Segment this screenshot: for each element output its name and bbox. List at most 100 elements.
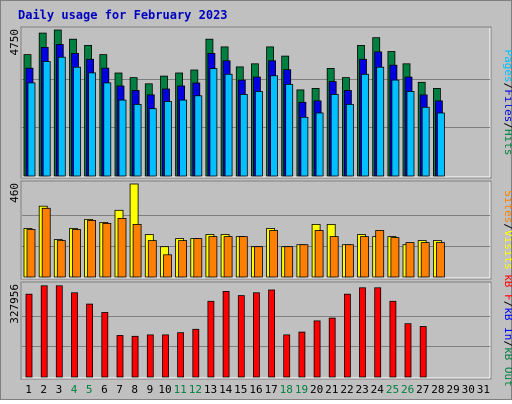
- panel-legend: kB F/kB In/kB Out: [502, 274, 512, 387]
- day-label: 25: [386, 383, 399, 396]
- day-label: 12: [189, 383, 202, 396]
- bar-sites: [375, 230, 385, 278]
- bar-kb-f: [101, 312, 109, 378]
- legend-entry: kB F: [502, 274, 512, 301]
- panel-max-label: 4750: [8, 29, 21, 56]
- day-label: 19: [295, 383, 308, 396]
- bar-kb-f: [237, 295, 245, 378]
- bar-pages: [421, 106, 430, 177]
- bar-sites: [56, 240, 66, 278]
- day-label: 17: [265, 383, 278, 396]
- day-label: 8: [131, 383, 138, 396]
- panel-max-label: 327956: [8, 284, 21, 324]
- bar-kb-f: [389, 300, 397, 378]
- bar-pages: [118, 99, 127, 177]
- day-label: 16: [249, 383, 262, 396]
- day-label: 9: [147, 383, 154, 396]
- bar-pages: [27, 82, 36, 177]
- bar-sites: [314, 230, 324, 278]
- bar-sites: [163, 254, 172, 278]
- panel-middle: 460 Sites/Visits: [8, 180, 512, 280]
- day-label: 15: [234, 383, 247, 396]
- bar-kb-f: [55, 285, 63, 378]
- day-label: 24: [371, 383, 385, 396]
- bar-sites: [238, 236, 248, 278]
- bar-pages: [285, 84, 294, 177]
- legend-entry: /: [502, 122, 512, 129]
- series-pages: [27, 56, 445, 177]
- panel-legend: Sites/Visits: [502, 190, 512, 270]
- bar-sites: [26, 229, 36, 278]
- bar-kb-f: [298, 331, 306, 378]
- legend-entry: kB In: [502, 307, 512, 340]
- day-label: 28: [431, 383, 444, 396]
- bar-kb-f: [328, 317, 336, 378]
- day-label: 23: [355, 383, 368, 396]
- legend-entry: Sites: [502, 190, 512, 223]
- bar-kb-f: [116, 335, 124, 378]
- bar-pages: [315, 112, 324, 177]
- bar-pages: [330, 94, 339, 177]
- bar-kb-f: [419, 326, 427, 378]
- bar-kb-f: [192, 328, 200, 378]
- bar-pages: [42, 61, 51, 177]
- legend-entry: Files: [502, 89, 512, 122]
- panels-layer: 4750Pages/Files/Hits460Sites/Visits32795…: [8, 26, 512, 387]
- day-label: 2: [40, 383, 47, 396]
- panel-max-label: 460: [8, 183, 21, 203]
- bar-kb-f: [283, 334, 291, 378]
- day-label: 21: [325, 383, 338, 396]
- day-label: 20: [310, 383, 323, 396]
- bar-sites: [223, 236, 233, 278]
- bar-kb-f: [162, 334, 169, 378]
- bar-kb-f: [404, 323, 412, 378]
- day-label: 31: [477, 383, 490, 396]
- day-label: 30: [462, 383, 475, 396]
- bar-kb-f: [86, 303, 93, 378]
- day-label: 11: [174, 383, 187, 396]
- legend-entry: Pages: [502, 50, 512, 83]
- legend-entry: kB Out: [502, 347, 512, 387]
- bar-sites: [390, 237, 400, 278]
- bar-pages: [133, 104, 142, 177]
- bar-kb-f: [268, 289, 276, 378]
- bar-pages: [103, 82, 112, 177]
- bar-pages: [406, 91, 415, 177]
- bar-sites: [193, 238, 203, 278]
- bar-pages: [391, 79, 400, 177]
- bar-pages: [239, 94, 248, 177]
- bar-pages: [57, 56, 66, 177]
- bar-sites: [178, 240, 188, 278]
- bar-sites: [147, 240, 157, 278]
- day-label: 13: [204, 383, 217, 396]
- bar-sites: [269, 230, 279, 278]
- bar-pages: [254, 91, 263, 177]
- day-label: 3: [56, 383, 63, 396]
- bar-sites: [284, 246, 294, 278]
- bar-sites: [102, 222, 112, 278]
- legend-entry: /: [502, 83, 512, 90]
- bar-kb-f: [146, 334, 154, 378]
- chart-title: Daily usage for February 2023: [18, 8, 228, 22]
- bar-kb-f: [252, 292, 260, 378]
- bar-sites: [360, 236, 369, 278]
- day-label: 4: [71, 383, 78, 396]
- bar-pages: [376, 66, 385, 177]
- bar-pages: [300, 116, 309, 177]
- day-label: 1: [25, 383, 32, 396]
- bar-sites: [117, 217, 127, 278]
- bar-sites: [253, 246, 263, 278]
- bar-pages: [361, 73, 369, 177]
- bar-kb-f: [313, 320, 321, 378]
- day-label: 7: [116, 383, 123, 396]
- bar-sites: [208, 236, 218, 278]
- bar-kb-f: [40, 285, 48, 378]
- bar-pages: [164, 101, 172, 177]
- legend-entry: Hits: [502, 129, 512, 156]
- day-label: 10: [158, 383, 171, 396]
- day-labels: 1 2 3 4 5 6 7 8 9 10 11 12 13 14 15 16 17 18 19 20 21 22 23 24 2…: [25, 383, 490, 396]
- day-label: 14: [219, 383, 233, 396]
- day-label: 5: [86, 383, 93, 396]
